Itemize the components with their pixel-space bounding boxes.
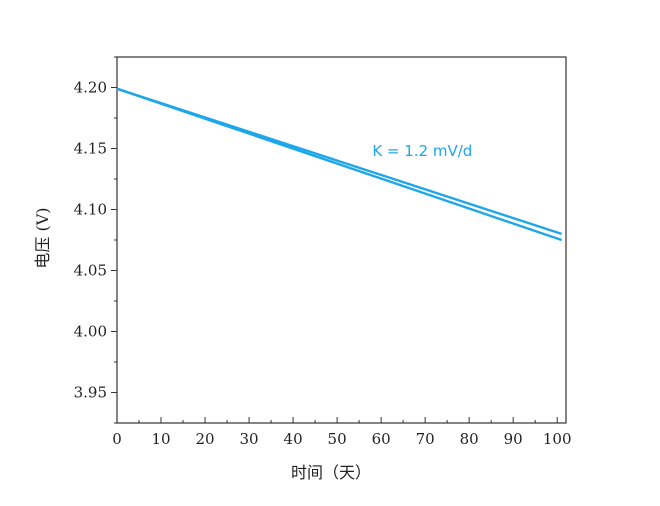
slope-annotation: K = 1.2 mV/d: [372, 142, 472, 160]
x-tick-label: 50: [328, 430, 347, 448]
x-tick-label: 100: [543, 430, 572, 448]
x-tick-label: 10: [151, 430, 170, 448]
y-tick-label: 4.15: [74, 140, 107, 158]
y-tick-label: 3.95: [74, 384, 107, 402]
x-tick-label: 0: [112, 430, 122, 448]
y-tick-label: 4.10: [74, 201, 107, 219]
series-group: [116, 87, 562, 242]
y-tick-label: 4.00: [74, 323, 107, 341]
annotations: K = 1.2 mV/d: [372, 142, 472, 160]
x-tick-label: 30: [240, 430, 259, 448]
series-line-2: [116, 87, 562, 242]
x-tick-label: 40: [284, 430, 303, 448]
x-tick-label: 20: [195, 430, 214, 448]
x-tick-label: 60: [372, 430, 391, 448]
y-axis-title: 电压 (V): [33, 207, 52, 268]
x-tick-label: 70: [416, 430, 435, 448]
x-axis-title: 时间（天）: [291, 463, 371, 482]
x-axis-ticks: 0 10 20 30 40 50 60 70 80 90 100: [112, 417, 572, 448]
x-tick-label: 90: [504, 430, 523, 448]
y-tick-label: 4.20: [74, 79, 107, 97]
y-axis-ticks: 3.95 4.00 4.05 4.10 4.15 4.20: [74, 56, 117, 424]
y-tick-label: 4.05: [74, 262, 107, 280]
x-tick-label: 80: [460, 430, 479, 448]
